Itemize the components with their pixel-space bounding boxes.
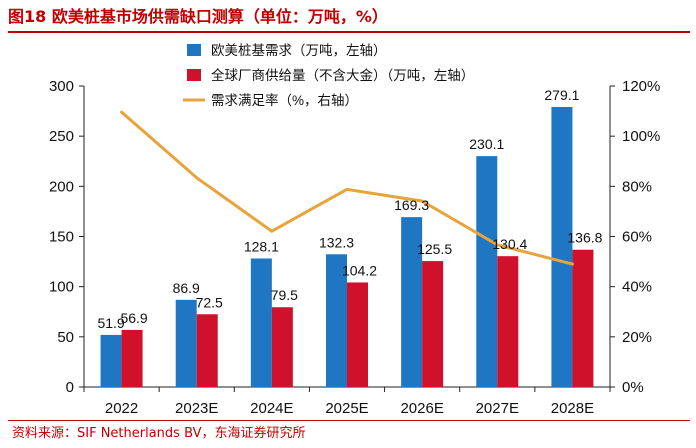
left-tick-label: 50 <box>57 329 74 346</box>
x-axis: 2022 2023E 2024E 2025E 2026E 2027E 2028E <box>83 386 611 417</box>
ratio-point <box>345 187 349 191</box>
x-tick-label: 2026E <box>400 400 443 417</box>
left-tick-label: 250 <box>49 128 74 145</box>
demand-bar <box>401 217 423 387</box>
demand-bar <box>175 299 197 387</box>
ratio-point <box>120 110 124 114</box>
supply-bar <box>196 314 218 387</box>
x-tick-label: 2028E <box>551 400 594 417</box>
legend-label: 需求满足率（%，右轴） <box>211 92 358 108</box>
demand-value-label: 128.1 <box>244 238 279 254</box>
legend-swatch-supply <box>187 69 201 81</box>
right-tick-label: 100% <box>622 128 660 145</box>
source-divider <box>8 420 690 421</box>
ratio-point <box>420 199 424 203</box>
supply-bar <box>271 307 293 387</box>
right-tick-label: 60% <box>622 229 652 246</box>
supply-value-label: 136.8 <box>567 230 602 246</box>
line-series <box>120 110 574 266</box>
supply-bar <box>121 329 143 387</box>
demand-bar <box>551 106 573 387</box>
demand-bar <box>326 254 347 387</box>
ratio-point <box>495 243 499 247</box>
legend: 欧美桩基需求（万吨，左轴） 全球厂商供给量（不含大金）（万吨，左轴） 需求满足率（%… <box>183 42 474 108</box>
title-divider <box>8 31 690 33</box>
ratio-point <box>570 262 574 266</box>
source-note: 资料来源：SIF Netherlands BV，东海证券研究所 <box>12 426 306 441</box>
left-tick-label: 0 <box>66 379 74 396</box>
ratio-point <box>270 229 274 233</box>
supply-value-label: 56.9 <box>120 310 147 326</box>
supply-value-label: 104.2 <box>342 262 377 278</box>
supply-value-label: 72.5 <box>196 294 223 310</box>
supply-value-label: 130.4 <box>492 236 527 252</box>
supply-bar <box>572 249 594 387</box>
demand-bar <box>250 258 272 387</box>
demand-value-label: 51.9 <box>97 315 124 331</box>
demand-value-label: 86.9 <box>173 280 200 296</box>
right-tick-label: 0% <box>622 379 644 396</box>
right-tick-label: 20% <box>622 329 652 346</box>
left-axis: 0 50 100 150 200 250 300 <box>49 78 85 396</box>
x-tick-label: 2023E <box>175 400 218 417</box>
supply-value-label: 125.5 <box>417 241 452 257</box>
supply-value-label: 79.5 <box>271 287 298 303</box>
right-tick-label: 120% <box>622 78 660 95</box>
demand-value-label: 132.3 <box>319 234 354 250</box>
x-tick-label: 2025E <box>325 400 368 417</box>
demand-value-label: 279.1 <box>544 87 579 103</box>
legend-label: 欧美桩基需求（万吨，左轴） <box>211 42 387 58</box>
x-tick-label: 2024E <box>250 400 293 417</box>
supply-bar <box>347 282 368 387</box>
left-tick-label: 200 <box>49 178 74 195</box>
demand-value-label: 169.3 <box>394 197 429 213</box>
legend-swatch-demand <box>187 44 201 56</box>
chart: 0 50 100 150 200 250 300 0% 20% 40% 60% 80% 100% 120… <box>49 42 660 417</box>
left-tick-label: 100 <box>49 279 74 296</box>
legend-label: 全球厂商供给量（不含大金）（万吨，左轴） <box>211 67 474 83</box>
ratio-point <box>195 176 199 180</box>
chart-title: 图18 欧美桩基市场供需缺口测算（单位：万吨，%） <box>8 7 388 26</box>
demand-value-label: 230.1 <box>469 136 504 152</box>
right-tick-label: 40% <box>622 279 652 296</box>
data-labels: 51.9 86.9 128.1 132.3 169.3 230.1 279.1 56.9 72.… <box>97 87 602 331</box>
right-axis: 0% 20% 40% 60% 80% 100% 120% <box>609 78 660 396</box>
demand-bar <box>476 156 498 387</box>
right-tick-label: 80% <box>622 178 652 195</box>
supply-bar <box>422 261 444 387</box>
x-tick-label: 2022 <box>105 400 138 417</box>
left-tick-label: 300 <box>49 78 74 95</box>
left-tick-label: 150 <box>49 229 74 246</box>
supply-bar <box>497 256 519 387</box>
bar-series <box>100 106 594 387</box>
demand-bar <box>100 334 122 387</box>
x-tick-label: 2027E <box>476 400 519 417</box>
